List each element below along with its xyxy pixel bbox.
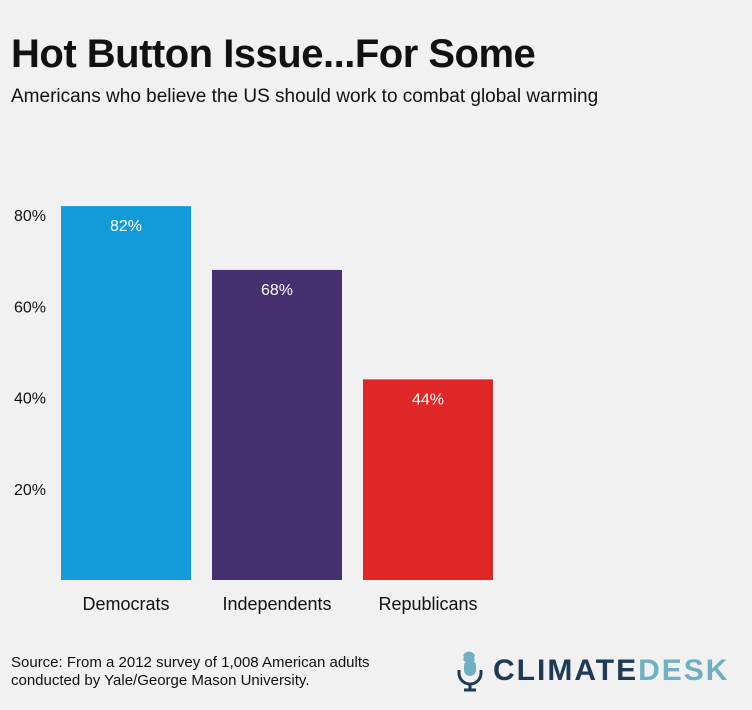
y-tick-label: 80% [14,208,46,225]
data-label: 44% [412,391,444,408]
logo-word-climate: CLIMATE [493,654,639,687]
microphone-icon [457,651,483,692]
y-tick-label: 40% [14,391,46,408]
source-note: Source: From a 2012 survey of 1,008 Amer… [11,654,370,690]
chart-subtitle: Americans who believe the US should work… [11,86,599,107]
category-label: Independents [222,594,331,614]
source-line-1: Source: From a 2012 survey of 1,008 Amer… [11,654,370,671]
bar-democrats [61,206,191,580]
y-tick-label: 60% [14,299,46,316]
bar-chart: 20% 40% 60% 80% 82% Democrats 68% Independents 4… [14,206,493,614]
data-label: 68% [261,282,293,299]
chart-title: Hot Button Issue...For Some [11,32,536,76]
logo-word-desk: DESK [638,654,730,687]
bar-independents [212,269,342,580]
data-label: 82% [110,218,142,235]
y-tick-label: 20% [14,482,46,499]
climate-desk-logo: CLIMATEDESK [455,648,729,694]
bar-republicans [363,379,493,580]
category-label: Democrats [82,594,169,614]
source-line-2: conducted by Yale/George Mason Universit… [11,672,310,689]
category-label: Republicans [378,594,477,614]
